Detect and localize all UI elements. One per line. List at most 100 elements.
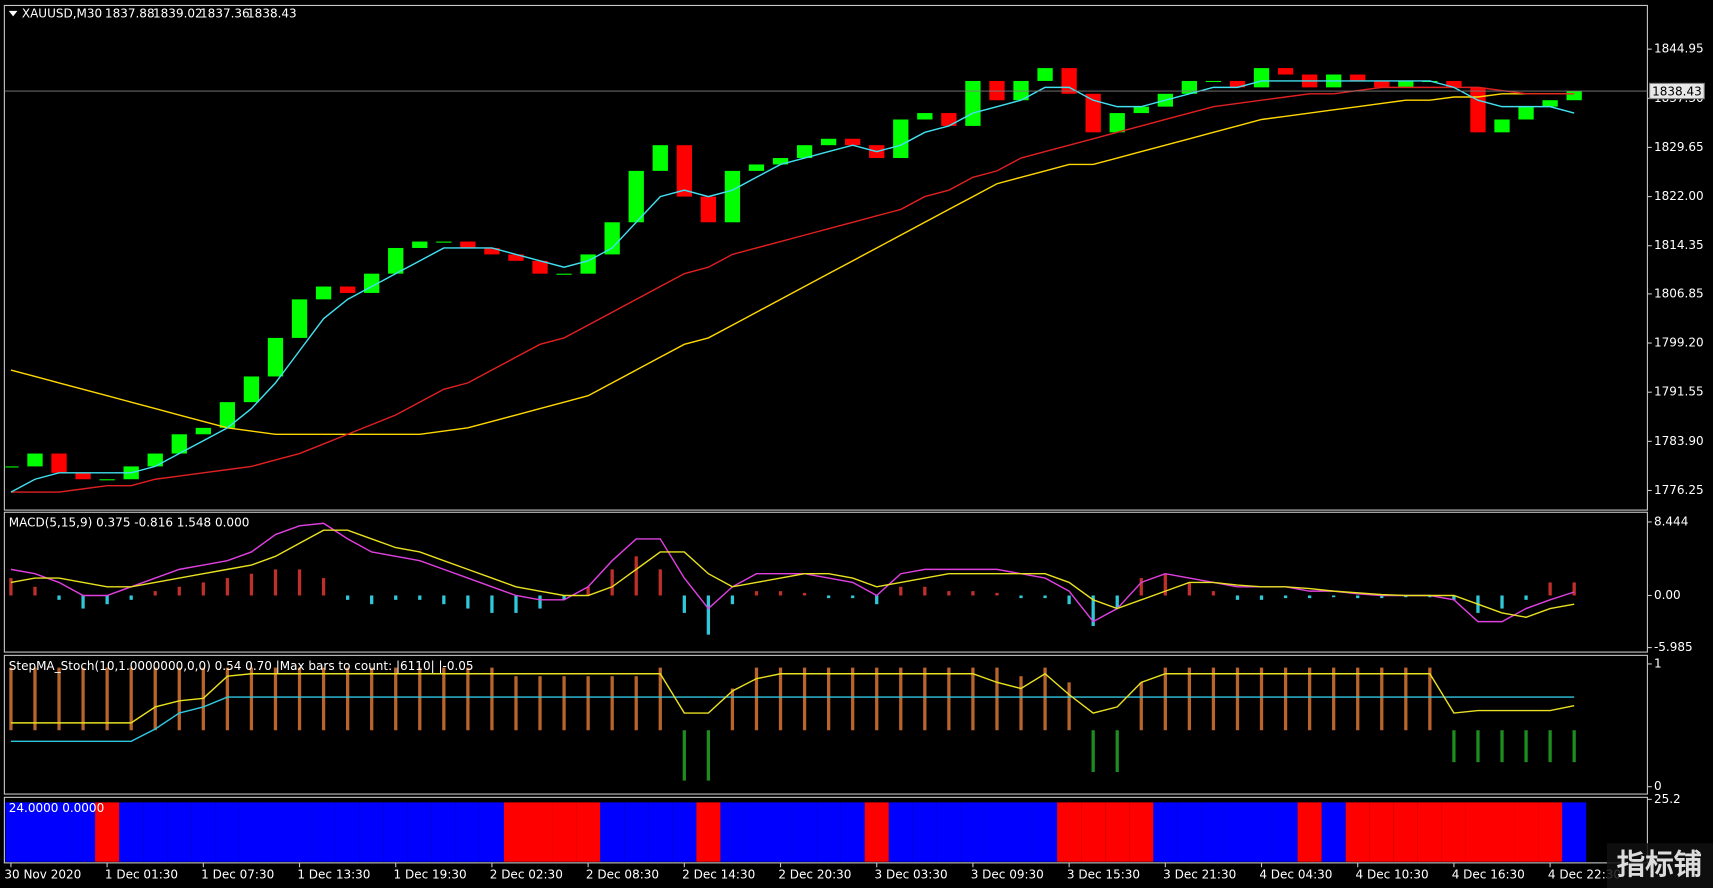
stoch-bar [225,667,230,731]
stoch-bar [105,667,109,731]
stoch-bar [1163,667,1167,731]
macd-bar [1091,595,1095,626]
y-tick-label: 1783.90 [1654,434,1704,448]
stoch-bar [1139,682,1143,731]
price-tag [1649,82,1705,100]
macd-bar [345,595,350,600]
regime-bar [287,802,312,862]
stoch-bar [754,667,759,731]
panel-plot [5,802,1587,862]
stoch-bar [1019,676,1023,731]
macd-bar [514,595,518,613]
candle [652,145,668,171]
x-tick-label: 2 Dec 20:30 [778,867,851,881]
x-tick-label: 3 Dec 03:30 [875,867,948,881]
stoch-bar [899,667,903,731]
regime-bar [119,802,144,862]
candle [1566,91,1582,101]
candle [267,337,284,377]
stoch-bar [1307,667,1312,731]
candle [1277,68,1294,75]
x-tick-label: 4 Dec 04:30 [1259,867,1332,881]
regime-bar [720,802,745,862]
panel-plot [9,522,1576,635]
regime-bar [479,802,504,862]
macd-bar [321,578,326,596]
candle [243,376,260,403]
regime-bar [600,802,625,862]
regime-bar [864,802,889,862]
macd-bar [682,595,686,613]
regime-bar [960,802,985,862]
stoch-bar [1476,730,1480,763]
candle [820,138,837,146]
macd-bar [1187,582,1192,596]
macd-bar [995,592,999,596]
y-tick-label: 1829.65 [1654,140,1704,154]
stoch-line [10,672,1575,724]
stoch-bar [345,667,350,731]
stoch-bar [177,667,181,731]
x-tick-label: 1 Dec 01:30 [105,867,178,881]
regime-bar [1562,802,1587,862]
stoch-bar [875,667,879,731]
macd-bar [778,591,783,596]
regime-bar [1081,802,1106,862]
panel-plot [9,667,1576,781]
panel-title: 24.0000 0.0000 [9,801,104,815]
regime-bar [1321,802,1346,862]
x-tick-label: 3 Dec 21:30 [1163,867,1236,881]
macd-bar [177,586,181,596]
macd-bar [1019,595,1023,599]
x-tick-label: 4 Dec 22:30 [1548,867,1621,881]
macd-bar [1283,595,1288,599]
watermark: 指标铺 [1617,848,1702,881]
candle [5,466,19,468]
stoch-bar [634,676,638,731]
stoch-bar [81,667,85,731]
macd-bar [730,595,735,605]
x-tick-label: 2 Dec 02:30 [490,867,563,881]
regime-bar [335,802,360,862]
macd-bar [1452,595,1456,600]
candle [1518,106,1534,120]
macd-bar [1259,595,1264,600]
regime-bar [888,802,913,862]
stoch-bar [610,676,614,731]
stoch-bar [273,667,278,731]
stoch-bar [995,667,999,731]
macd-bar [1380,595,1384,599]
ohlc-value: 1839.02 [153,7,203,21]
ohlc-value: 1838.43 [247,7,297,21]
regime-bar [263,802,288,862]
stoch-bar [57,667,61,731]
panel-title: StepMA_Stoch(10,1.0000000,0,0) 0.54 0.70… [9,659,474,673]
macd-bar [802,592,807,596]
macd-bar [947,591,951,596]
panel [3,654,1648,795]
regime-bar [191,802,216,862]
macd-bar [826,595,831,599]
candle [845,138,861,146]
stoch-bar [923,667,927,731]
stoch-bar [1356,667,1360,731]
y-tick-label: 1799.20 [1654,336,1704,350]
macd-bar [1356,595,1360,599]
stoch-bar [586,676,590,731]
regime-bar [1417,802,1442,862]
stoch-bar [851,667,855,731]
macd-bar [466,595,470,609]
regime-bar [1369,802,1394,862]
regime-bar [1057,802,1082,862]
candle [532,260,548,274]
stoch-bar [1187,667,1192,731]
candle [1229,80,1246,88]
moving-average [10,80,1575,493]
regime-bar [696,802,721,862]
macd-line [10,529,1575,618]
regime-bar [744,802,769,862]
candle [315,286,332,300]
regime-bar [912,802,937,862]
macd-bar [1235,595,1240,600]
moving-average [10,86,1575,493]
